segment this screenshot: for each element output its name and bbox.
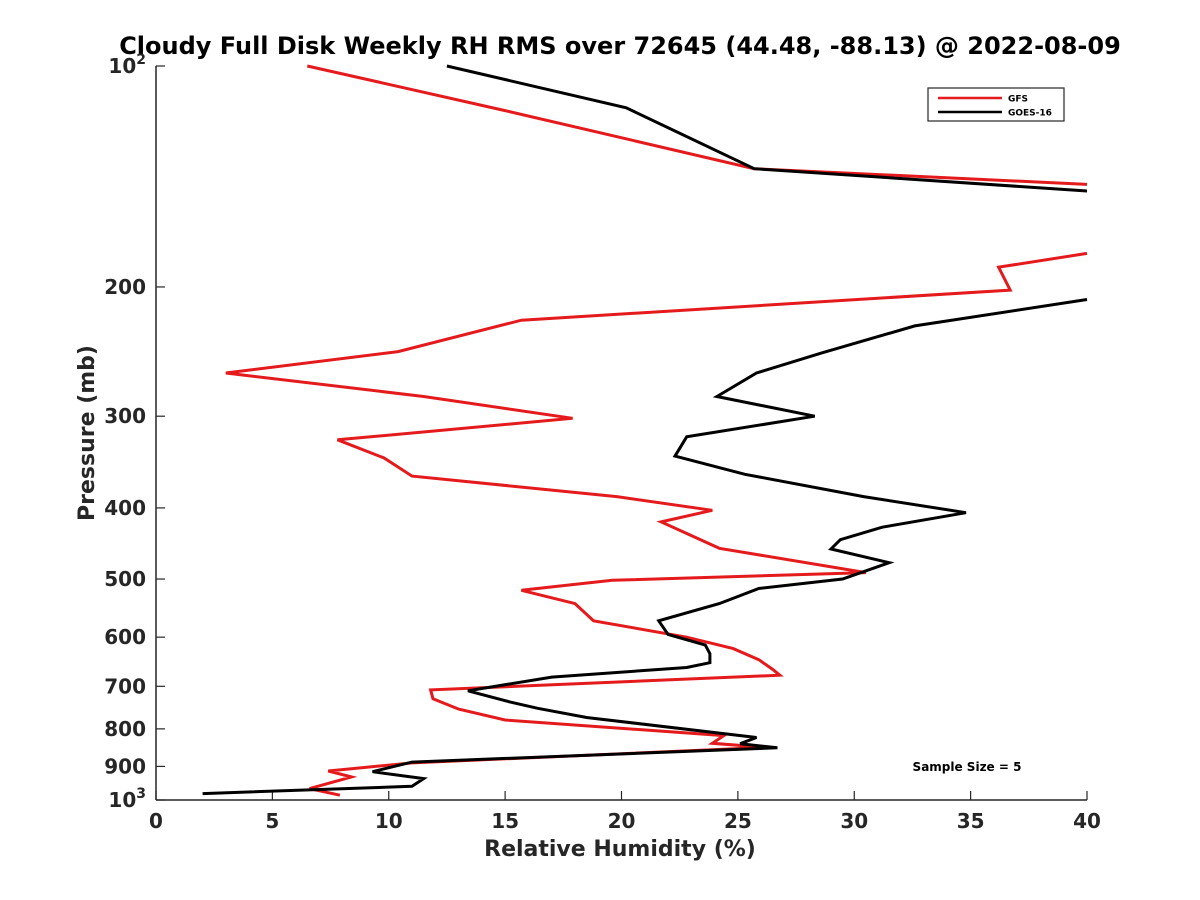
y-tick-label: 103 (108, 786, 146, 812)
x-tick-label: 15 (491, 809, 519, 833)
x-tick-label: 35 (957, 809, 985, 833)
y-tick-label: 300 (104, 404, 146, 428)
y-tick-label: 200 (104, 275, 146, 299)
legend-box (927, 87, 1065, 122)
x-tick-label: 20 (608, 809, 636, 833)
x-tick-label: 10 (375, 809, 403, 833)
x-tick-label: 40 (1073, 809, 1101, 833)
x-tick-label: 0 (149, 809, 163, 833)
series-line-goes-16 (202, 64, 1088, 796)
x-axis-label: Relative Humidity (%) (484, 837, 756, 862)
legend-label-goes-16: GOES-16 (1008, 109, 1052, 119)
legend: GFS GOES-16 (927, 87, 1065, 122)
y-tick-label: 700 (104, 674, 146, 698)
series-layer (202, 64, 1088, 797)
sample-size-annotation: Sample Size = 5 (913, 760, 1022, 774)
series-line-gfs (225, 64, 1088, 797)
x-tick-label: 25 (724, 809, 752, 833)
y-axis-label: Pressure (mb) (75, 345, 100, 521)
ticks: 0 5 10 15 20 25 30 35 40 102 200 300 400 500 600 700 800… (104, 52, 1101, 833)
y-tick-label: 900 (104, 754, 146, 778)
y-tick-label: 400 (104, 496, 146, 520)
x-tick-label: 5 (265, 809, 279, 833)
y-tick-label: 800 (104, 717, 146, 741)
y-tick-label: 600 (104, 625, 146, 649)
x-tick-label: 30 (840, 809, 868, 833)
y-tick-label: 102 (108, 52, 146, 78)
y-tick-label: 500 (104, 567, 146, 591)
legend-label-gfs: GFS (1008, 95, 1028, 105)
chart-title: Cloudy Full Disk Weekly RH RMS over 7264… (119, 32, 1121, 60)
axes (155, 66, 1087, 801)
